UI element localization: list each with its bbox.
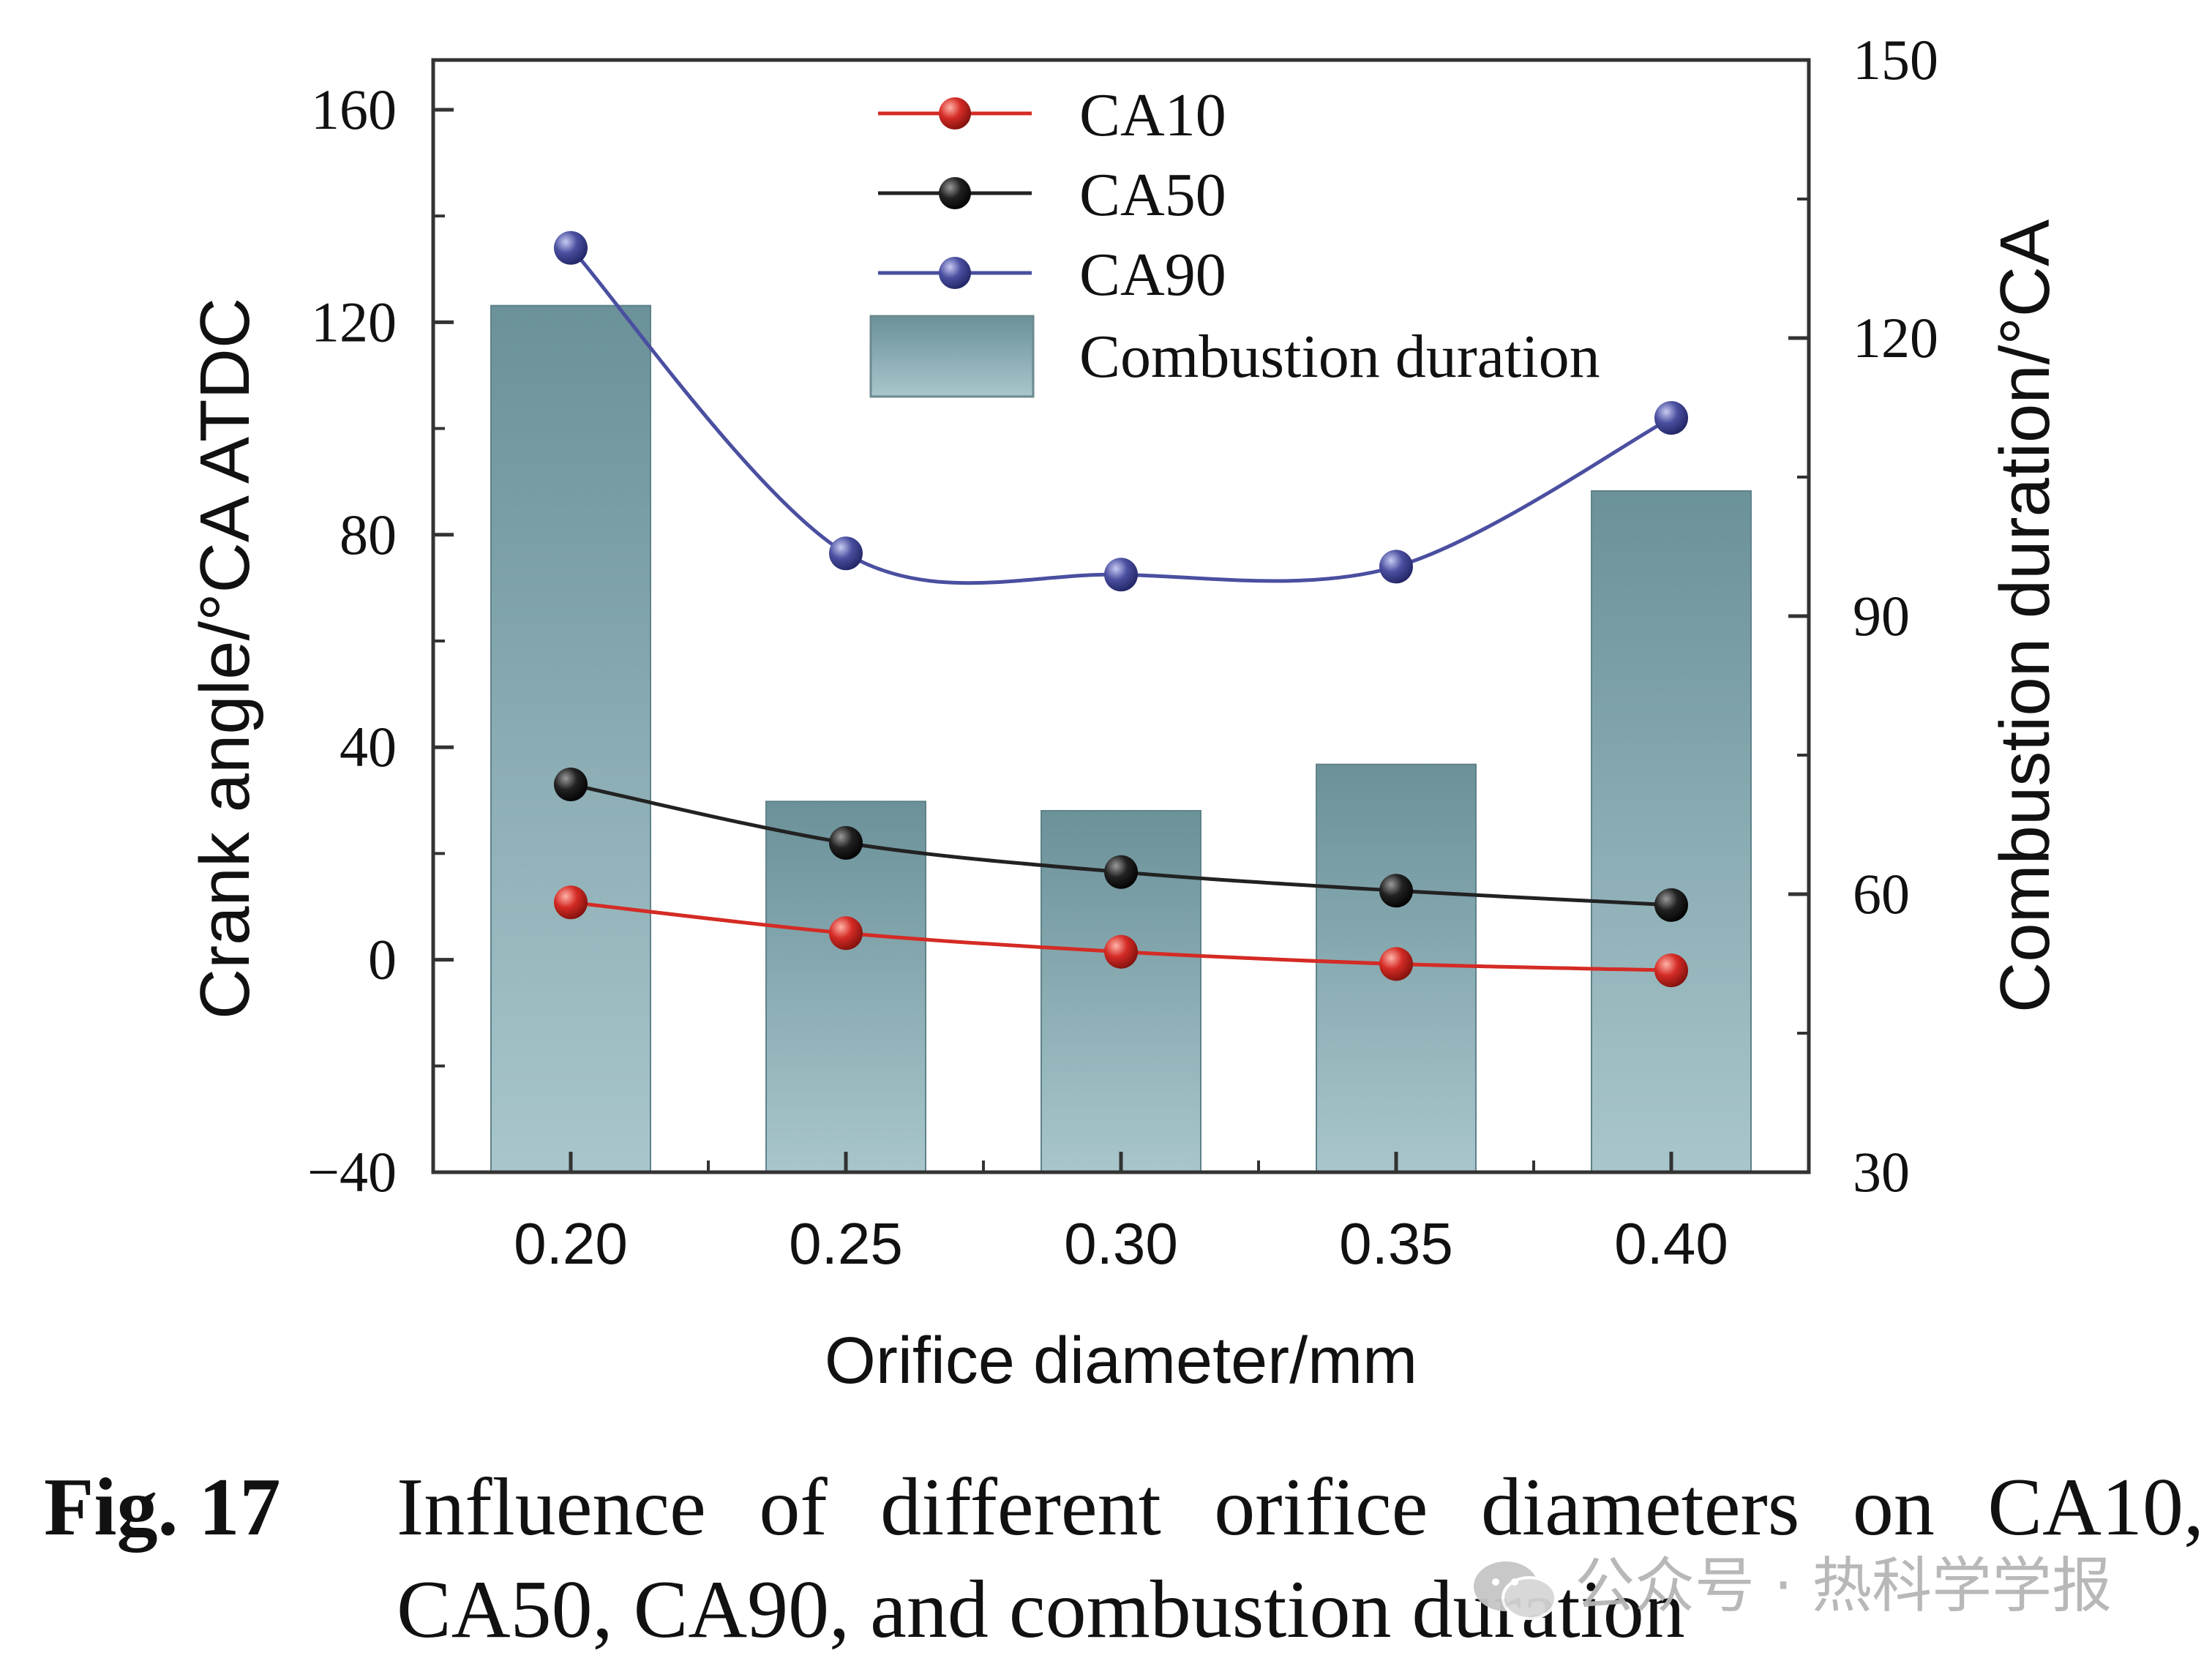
bar-combustion-duration — [490, 304, 651, 1174]
data-point-ca90 — [1654, 401, 1688, 435]
x-tick-label: 0.30 — [1064, 1211, 1178, 1276]
legend-item-combustion-duration: Combustion duration — [869, 315, 1600, 398]
caption-line-1: Influence of different orifice diameters… — [397, 1462, 2204, 1553]
data-point-ca50 — [554, 768, 588, 802]
data-point-ca90 — [1379, 550, 1413, 584]
legend-item-ca90: CA90 — [878, 241, 1226, 309]
data-point-ca10 — [1104, 934, 1138, 969]
y-tick-label-left: 0 — [368, 928, 397, 991]
ticks-layer: −40 0 40 80 120 160 30 60 90 120 150 0.20 0.25 0.30 0.… — [307, 28, 1938, 1276]
data-point-ca10 — [829, 916, 863, 951]
y-tick-label-left: 80 — [340, 503, 397, 566]
data-point-ca50 — [829, 825, 863, 860]
legend-item-ca50: CA50 — [878, 161, 1226, 229]
x-tick-label: 0.35 — [1339, 1211, 1453, 1276]
bar-combustion-duration — [1591, 490, 1752, 1173]
legend-item-ca10: CA10 — [878, 81, 1226, 149]
data-point-ca90 — [554, 230, 588, 265]
data-point-ca50 — [1104, 855, 1138, 889]
watermark: 公众号 · 热科学学报 — [1471, 1537, 2112, 1624]
x-tick-label: 0.40 — [1614, 1211, 1728, 1276]
y-axis-label-left: Crank angle/°CA ATDC — [186, 298, 264, 1019]
data-point-ca90 — [1104, 558, 1138, 592]
legend-label-combustion-duration: Combustion duration — [1079, 323, 1600, 391]
data-point-ca10 — [1379, 947, 1413, 981]
y-tick-label-left: 160 — [311, 78, 397, 141]
lines-layer — [554, 230, 1688, 988]
x-tick-label: 0.25 — [789, 1211, 903, 1276]
y-tick-label-left: −40 — [307, 1140, 397, 1204]
legend-marker-ca50 — [939, 177, 971, 209]
bars-layer — [490, 304, 1752, 1174]
legend-label-ca90: CA90 — [1079, 241, 1226, 309]
data-point-ca50 — [1654, 888, 1688, 922]
y-tick-label-right: 150 — [1853, 28, 1938, 91]
y-tick-label-left: 40 — [340, 715, 397, 779]
legend-label-ca50: CA50 — [1079, 161, 1226, 229]
y-tick-label-right: 60 — [1853, 862, 1910, 926]
data-point-ca10 — [554, 885, 588, 920]
legend: CA10 CA50 CA90 Combustion duration — [869, 81, 1600, 398]
legend-marker-ca90 — [939, 257, 971, 289]
legend-label-ca10: CA10 — [1079, 81, 1226, 149]
plot-area — [490, 230, 1752, 1174]
legend-swatch-combustion-duration — [869, 315, 1035, 398]
x-tick-label: 0.20 — [514, 1211, 628, 1276]
y-tick-label-right: 90 — [1853, 584, 1910, 648]
data-point-ca90 — [829, 536, 863, 571]
x-axis-label: Orifice diameter/mm — [825, 1324, 1417, 1398]
data-point-ca10 — [1654, 953, 1688, 988]
y-tick-label-right: 120 — [1853, 306, 1938, 370]
figure-number: Fig. 17 — [44, 1462, 281, 1553]
legend-marker-ca10 — [939, 97, 971, 130]
bar-combustion-duration — [765, 800, 926, 1174]
y-axis-label-right: Combustion duration/°CA — [1986, 220, 2064, 1013]
chart: −40 0 40 80 120 160 30 60 90 120 150 0.20 0.25 0.30 0.… — [186, 28, 2064, 1398]
y-tick-label-left: 120 — [311, 290, 397, 353]
caption-line-2: CA50, CA90, and combustion duration — [397, 1564, 1685, 1655]
data-point-ca50 — [1379, 874, 1413, 908]
y-tick-label-right: 30 — [1853, 1140, 1910, 1204]
watermark-text: 公众号 · 热科学学报 — [1575, 1551, 2112, 1621]
wechat-icon — [1474, 1561, 1557, 1620]
